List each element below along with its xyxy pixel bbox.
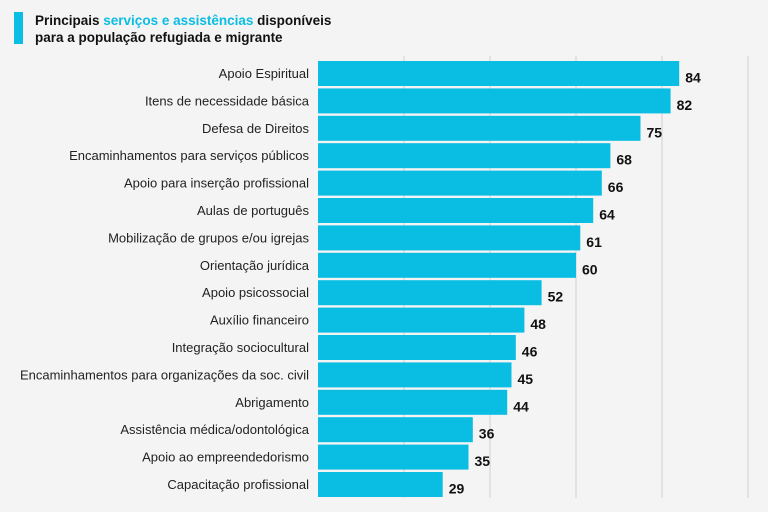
value-label: 61: [586, 234, 602, 250]
chart-title: Principais serviços e assistências dispo…: [14, 12, 332, 45]
value-label: 64: [599, 207, 615, 223]
bar: [318, 225, 581, 251]
bar: [318, 88, 671, 114]
bar: [318, 252, 576, 278]
bar: [318, 170, 602, 196]
title-accent-bar: [14, 12, 23, 44]
bar: [318, 198, 594, 223]
value-label: 75: [647, 124, 663, 140]
category-label: Mobilização de grupos e/ou igrejas: [108, 230, 309, 245]
value-label: 68: [616, 152, 632, 168]
value-label: 44: [513, 398, 529, 414]
category-label: Assistência médica/odontológica: [120, 422, 309, 437]
bar: [318, 61, 680, 86]
category-label: Integração sociocultural: [172, 340, 309, 355]
value-label: 82: [677, 97, 693, 113]
value-label: 48: [530, 316, 546, 332]
title-part1: Principais: [35, 13, 104, 28]
category-label: Encaminhamentos para serviços públicos: [69, 148, 309, 163]
category-label: Itens de necessidade básica: [145, 93, 310, 108]
bar: [318, 444, 469, 470]
title-part2: disponíveis: [253, 13, 332, 28]
category-label: Orientação jurídica: [200, 258, 310, 273]
category-label: Apoio ao empreendedorismo: [142, 450, 309, 465]
category-label: Abrigamento: [235, 395, 309, 410]
value-label: 29: [449, 481, 465, 497]
category-label: Auxílio financeiro: [210, 313, 309, 328]
value-label: 45: [518, 371, 534, 387]
title-line2: para a população refugiada e migrante: [35, 30, 283, 45]
category-label: Apoio psicossocial: [202, 285, 309, 300]
value-label: 66: [608, 179, 624, 195]
bar: [318, 389, 508, 415]
value-label: 60: [582, 261, 598, 277]
value-label: 46: [522, 344, 538, 360]
category-label: Encaminhamentos para organizações da soc…: [20, 367, 309, 382]
category-label: Capacitação profissional: [167, 477, 309, 492]
bar: [318, 472, 443, 497]
bar: [318, 335, 516, 360]
value-label: 52: [548, 289, 564, 305]
category-label: Aulas de português: [197, 203, 310, 218]
category-label: Apoio para inserção profissional: [124, 176, 309, 191]
title-highlight: serviços e assistências: [103, 13, 254, 28]
bar: [318, 143, 611, 169]
title-text: Principais serviços e assistências dispo…: [35, 12, 332, 45]
bar: [318, 417, 473, 443]
category-label: Apoio Espiritual: [219, 66, 309, 81]
value-label: 36: [479, 426, 495, 442]
bar: [318, 307, 525, 333]
bar: [318, 280, 542, 306]
category-label: Defesa de Direitos: [202, 121, 309, 136]
bar: [318, 362, 512, 388]
value-label: 35: [475, 453, 491, 469]
value-label: 84: [685, 70, 701, 86]
bar: [318, 115, 641, 141]
